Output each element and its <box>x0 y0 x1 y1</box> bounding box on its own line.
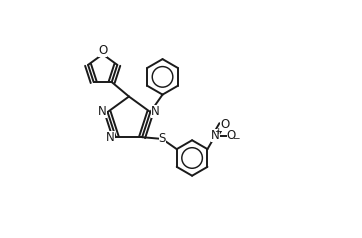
Text: N: N <box>106 131 115 144</box>
Text: S: S <box>159 132 166 145</box>
Text: O: O <box>220 118 229 131</box>
Text: −: − <box>232 134 240 143</box>
Text: +: + <box>214 127 222 136</box>
Text: O: O <box>98 44 107 57</box>
Text: O: O <box>227 129 236 142</box>
Text: N: N <box>211 129 219 142</box>
Text: N: N <box>151 105 160 118</box>
Text: N: N <box>98 105 107 118</box>
